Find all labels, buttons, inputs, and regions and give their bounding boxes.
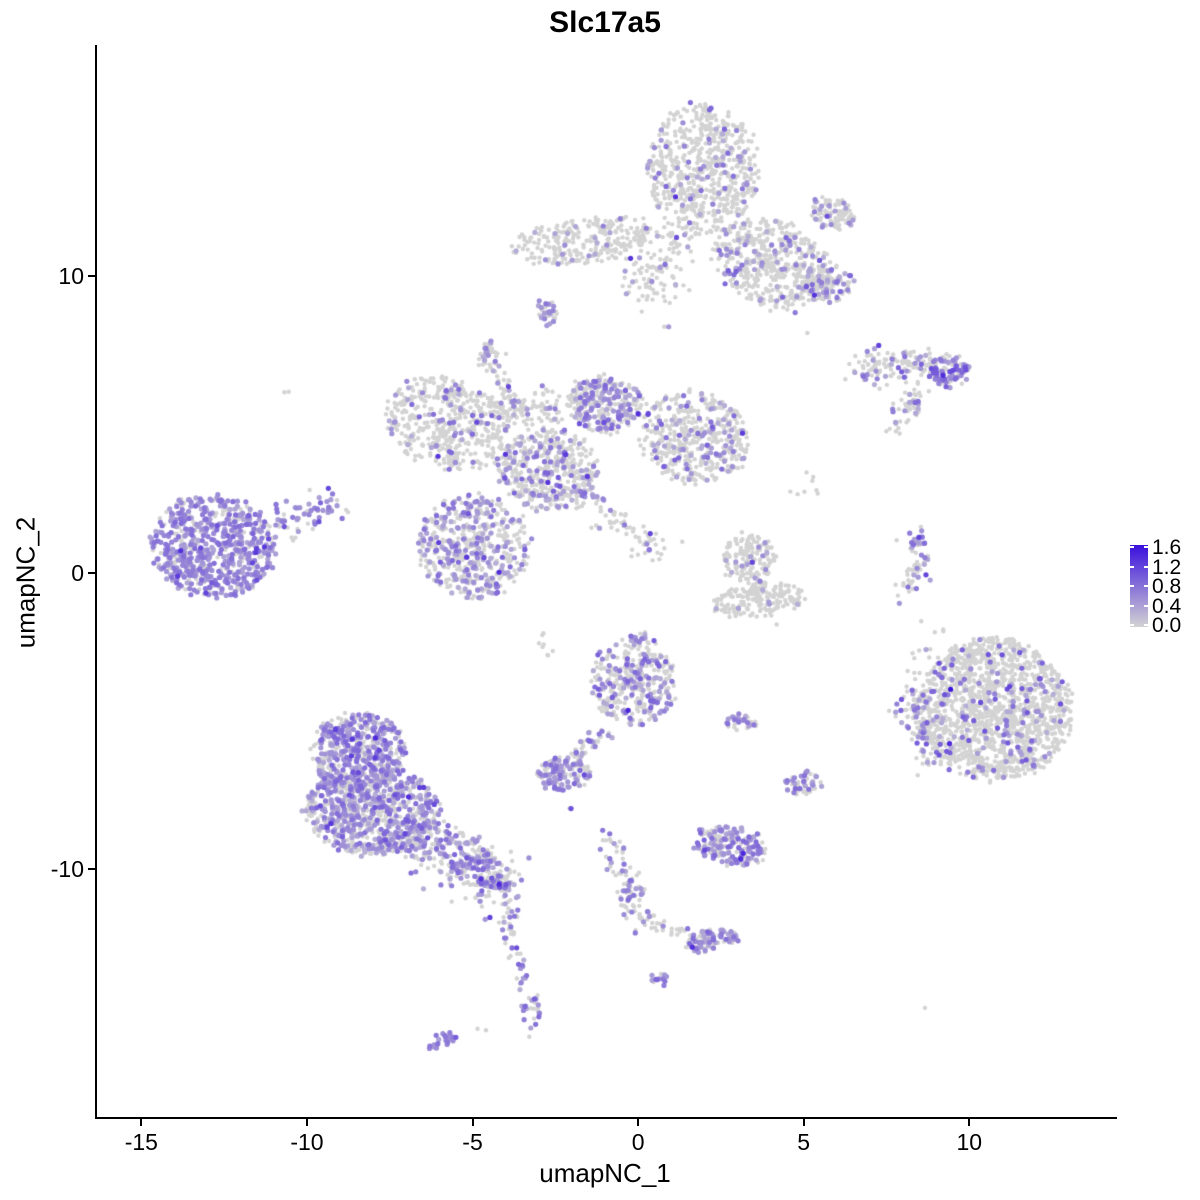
x-tick-label: 5 [797,1129,811,1155]
plot-title: Slc17a5 [549,6,661,39]
colorbar-tick [1130,585,1134,587]
y-tick-label: -10 [50,856,84,883]
x-tick-label: -15 [124,1129,158,1155]
y-axis-tick [88,868,96,871]
x-tick-label: 10 [956,1129,983,1155]
y-axis-tick [88,275,96,278]
umap-scatter-canvas [97,45,1117,1117]
colorbar-tick [1130,565,1134,568]
x-axis-tick [140,1118,143,1126]
colorbar-label: 0.0 [1152,614,1182,637]
y-tick-label: 10 [58,263,84,290]
colorbar-label: 0.4 [1152,594,1182,618]
colorbar-tick [1144,546,1148,548]
x-axis-tick [802,1118,805,1126]
colorbar-tick [1144,565,1148,568]
colorbar-tick [1144,624,1148,626]
x-tick-label: 0 [631,1129,645,1155]
x-axis-tick [968,1118,971,1126]
y-tick-label: 0 [71,559,84,586]
colorbar-tick [1130,624,1134,626]
colorbar-tick [1130,604,1134,607]
y-axis-tick [88,571,96,574]
x-axis-tick [637,1118,640,1126]
x-axis-tick [305,1118,308,1126]
colorbar-label: 1.6 [1152,536,1182,559]
colorbar-label: 1.2 [1152,555,1182,579]
x-tick-label: -5 [462,1129,483,1155]
colorbar-tick [1130,546,1134,548]
colorbar-tick [1144,585,1148,587]
x-axis-tick [471,1118,474,1126]
colorbar-gradient [1130,545,1148,627]
x-axis-label: umapNC_1 [539,1158,671,1188]
colorbar-tick [1144,604,1148,607]
plot-panel [95,45,1117,1119]
colorbar-label: 0.8 [1152,575,1182,598]
x-tick-label: -10 [290,1129,324,1155]
